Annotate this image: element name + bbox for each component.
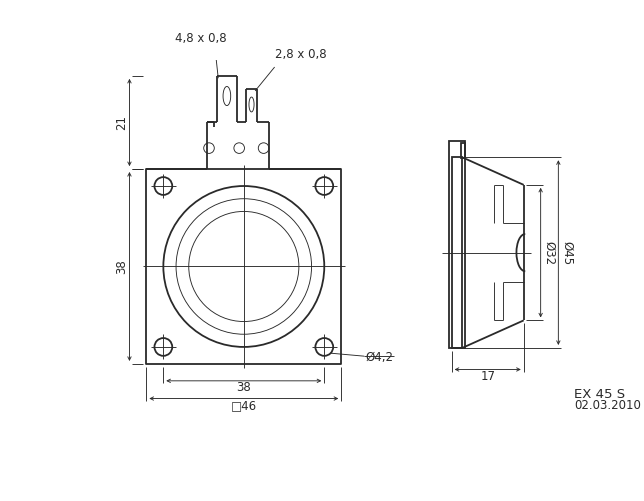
Bar	[451, 157, 462, 348]
Text: 4,8 x 0,8: 4,8 x 0,8	[175, 32, 227, 45]
Bar	[460, 143, 464, 158]
Text: 2,8 x 0,8: 2,8 x 0,8	[274, 48, 327, 61]
Bar	[449, 141, 464, 348]
Text: 02.03.2010: 02.03.2010	[574, 399, 641, 412]
Text: Ø4,2: Ø4,2	[366, 351, 394, 364]
Text: 17: 17	[480, 370, 495, 383]
Text: Ø45: Ø45	[560, 240, 573, 265]
Text: Ø32: Ø32	[543, 240, 556, 265]
Text: 21: 21	[115, 115, 128, 130]
Text: 38: 38	[236, 381, 251, 394]
Text: 38: 38	[115, 259, 128, 274]
Bar	[146, 169, 341, 364]
Text: EX 45 S: EX 45 S	[574, 388, 625, 401]
Text: □46: □46	[231, 399, 257, 412]
